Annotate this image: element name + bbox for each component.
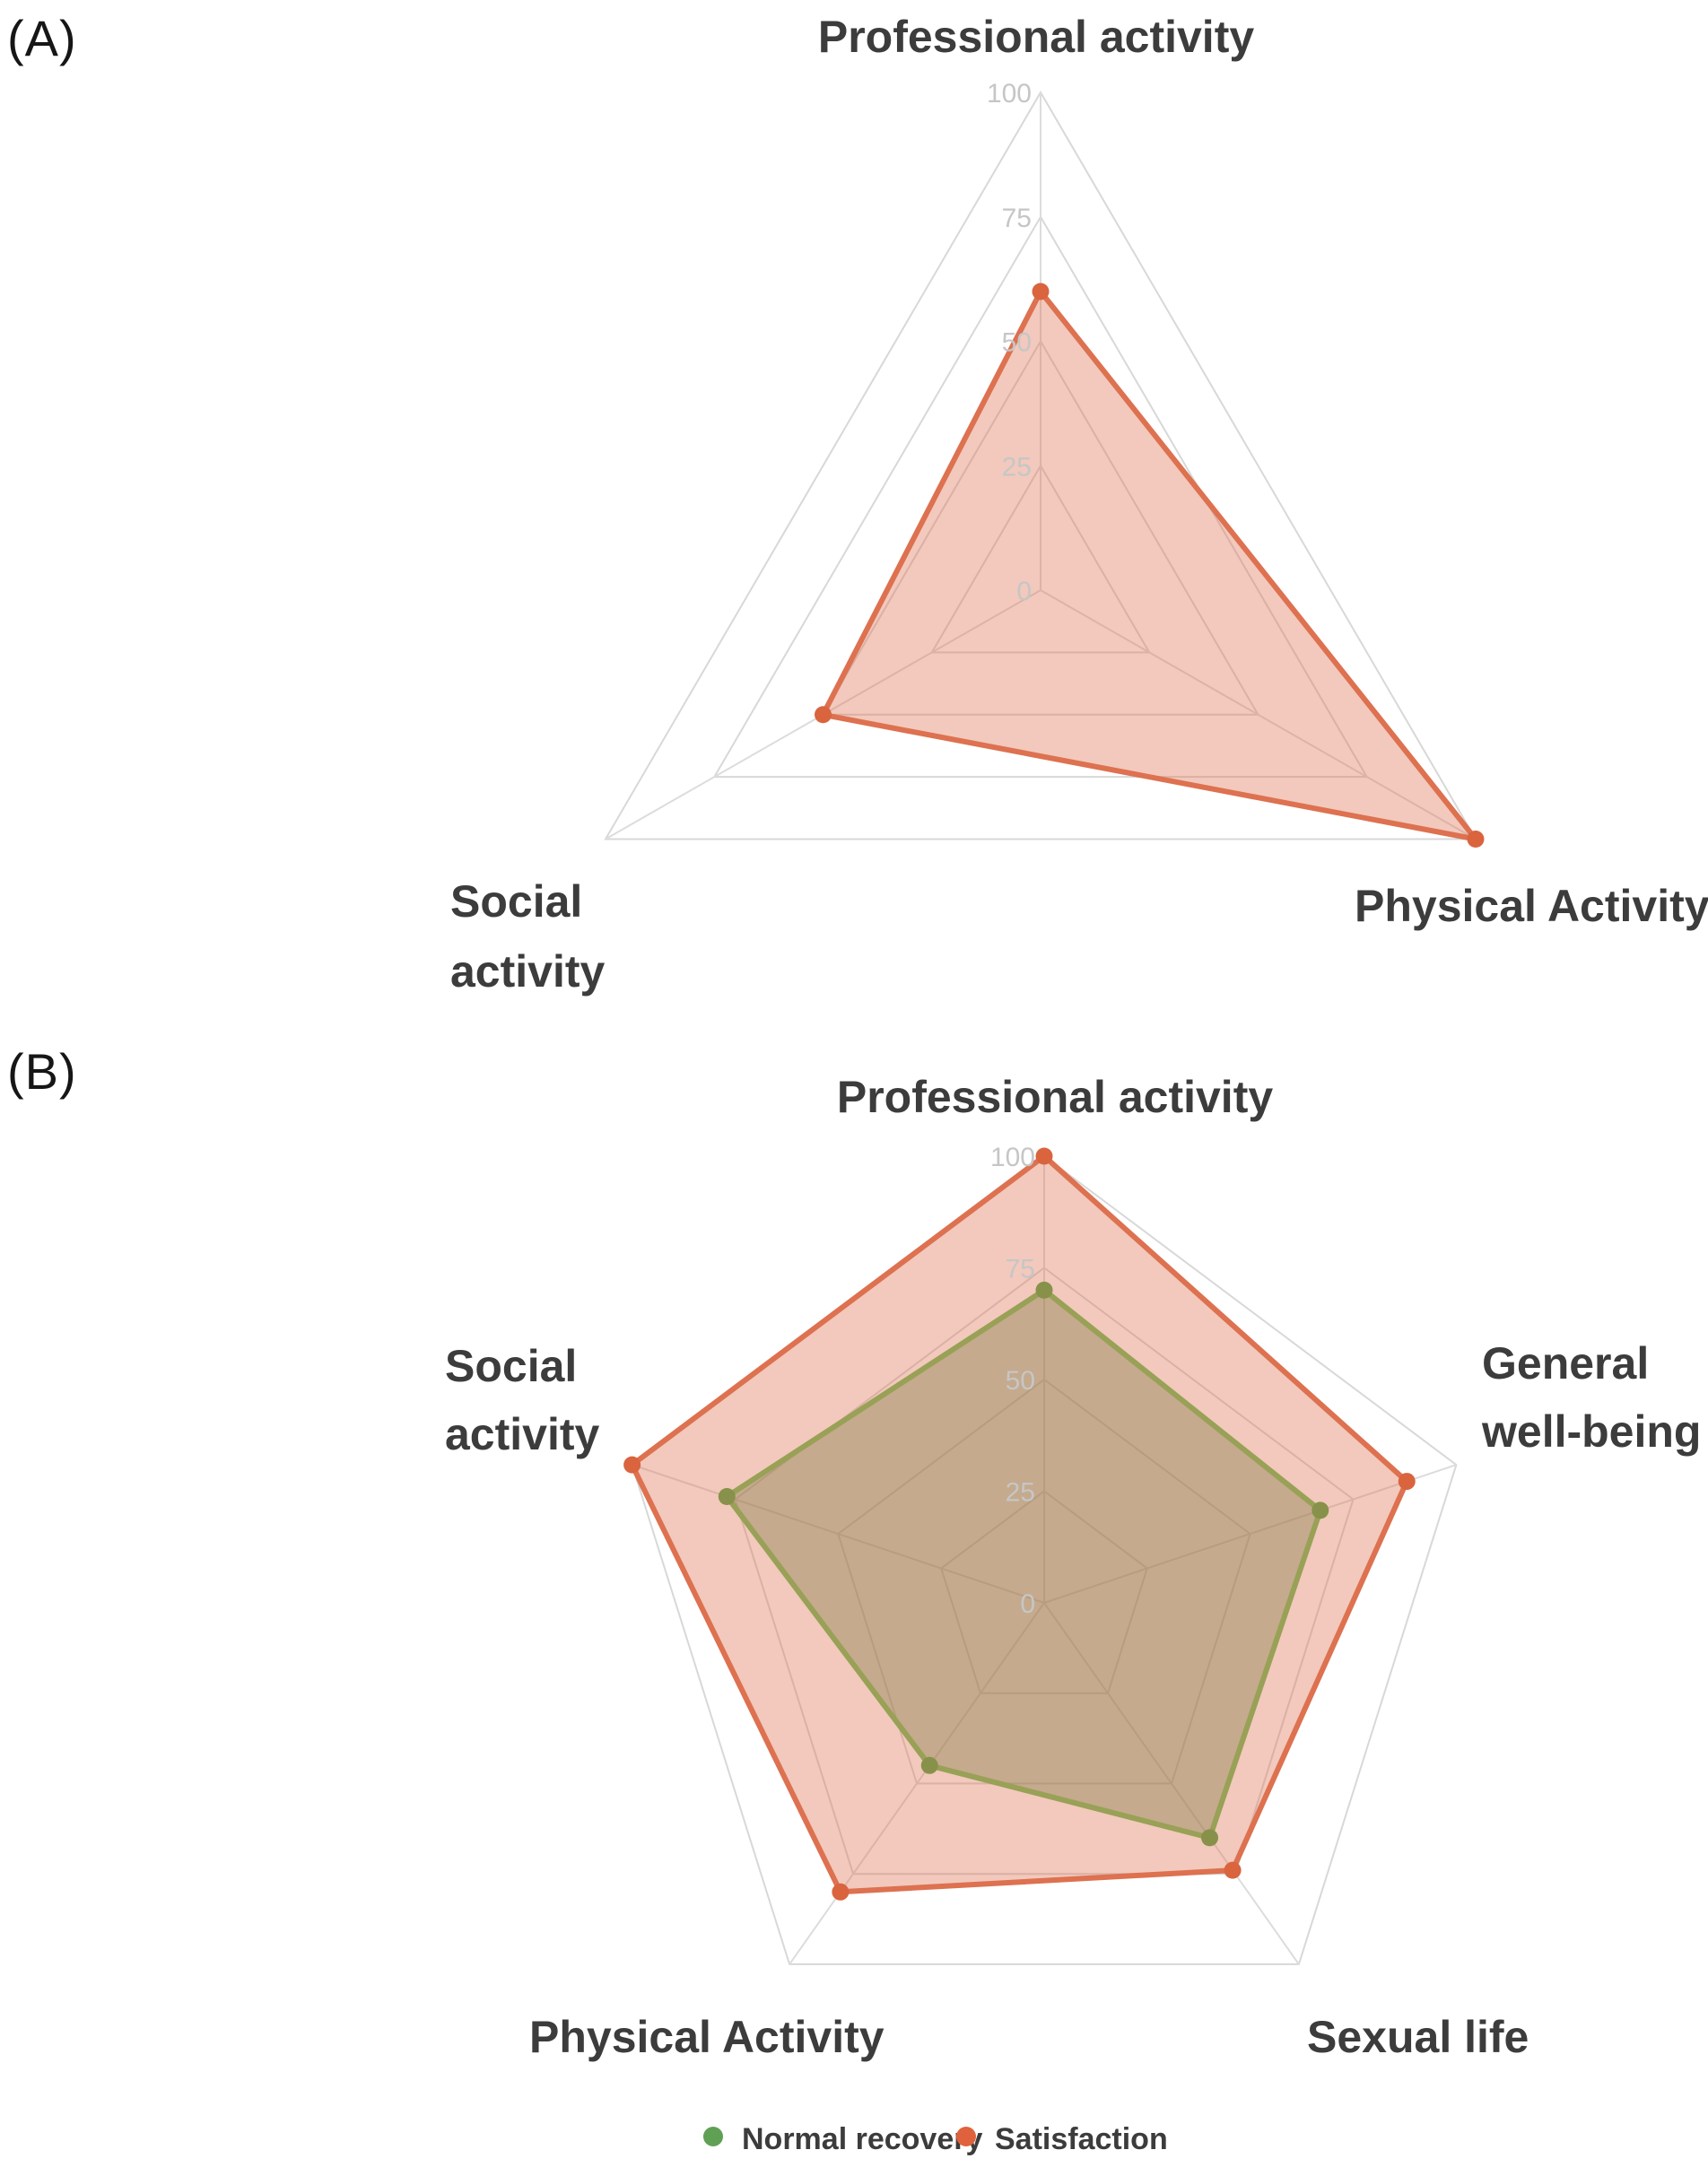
axis-label-social-activity-line2: activity (445, 1409, 600, 1459)
vertex-dot-satisfaction-physical-activity (1467, 831, 1485, 848)
vertex-dot-satisfaction-professional-activity (1035, 1147, 1053, 1165)
radar-gridline-25 (930, 464, 1151, 654)
series-polygon-normal-recovery (724, 1287, 1323, 1841)
vertex-dot-satisfaction-physical-activity (832, 1883, 850, 1901)
radar-gridline-50 (837, 1378, 1251, 1785)
axis-label-social-activity-line1: Social (445, 1341, 577, 1391)
axis-label-social-activity-line1: Social (450, 876, 582, 927)
axis-label-social-activity-line2: activity (450, 946, 606, 997)
vertex-dot-normal-recovery-social-activity (718, 1488, 736, 1506)
tick-label-25: 25 (1006, 1478, 1035, 1508)
radar-spoke-sexual-life (1043, 1602, 1300, 1965)
panel-a-label: (A) (7, 10, 77, 66)
vertex-dot-satisfaction-sexual-life (1224, 1861, 1242, 1879)
axis-label-physical-activity: Physical Activity (529, 2012, 884, 2062)
legend-label-normal-recovery: Normal recovery (742, 2122, 982, 2156)
tick-label-75: 75 (1006, 1255, 1035, 1284)
radar-spoke-general-well-being (1043, 1464, 1457, 1604)
radar-spoke-physical-activity (789, 1602, 1045, 1965)
axis-label-professional-activity: Professional activity (818, 12, 1254, 62)
axis-label-professional-activity: Professional activity (837, 1072, 1273, 1122)
legend-marker-normal-recovery (703, 2127, 723, 2146)
radar-gridline-50 (821, 339, 1260, 716)
tick-label-0: 0 (1020, 1589, 1035, 1619)
series-polygon-satisfaction (820, 289, 1478, 842)
radar-gridline-100 (604, 91, 1477, 840)
legend-label-satisfaction: Satisfaction (995, 2122, 1168, 2156)
vertex-dot-normal-recovery-professional-activity (1035, 1281, 1053, 1299)
series-polygon-satisfaction (629, 1153, 1410, 1895)
tick-label-75: 75 (1002, 204, 1032, 233)
vertex-dot-satisfaction-social-activity (815, 706, 832, 724)
legend-marker-satisfaction (956, 2127, 976, 2146)
axis-label-sexual-life: Sexual life (1307, 2012, 1529, 2062)
vertex-dot-normal-recovery-general-well-being (1312, 1501, 1329, 1519)
tick-label-100: 100 (987, 79, 1032, 109)
vertex-dot-normal-recovery-sexual-life (1201, 1829, 1219, 1847)
tick-label-0: 0 (1016, 577, 1032, 606)
tick-label-50: 50 (1006, 1366, 1035, 1396)
radar-spoke-social-activity (632, 1464, 1045, 1604)
axis-label-general-well-being-line2: well-being (1481, 1406, 1701, 1457)
axis-label-general-well-being-line1: General (1482, 1338, 1649, 1388)
tick-label-25: 25 (1002, 452, 1032, 482)
vertex-dot-satisfaction-social-activity (623, 1456, 641, 1474)
vertex-dot-satisfaction-general-well-being (1398, 1473, 1416, 1491)
tick-label-100: 100 (990, 1143, 1035, 1172)
radar-spoke-physical-activity (1040, 589, 1477, 840)
tick-label-50: 50 (1002, 328, 1032, 358)
panel-b-label: (B) (7, 1043, 77, 1100)
vertex-dot-satisfaction-professional-activity (1032, 283, 1050, 300)
radar-gridline-25 (940, 1490, 1148, 1694)
vertex-dot-normal-recovery-physical-activity (920, 1756, 938, 1774)
axis-label-physical-activity: Physical Activity (1355, 881, 1708, 931)
